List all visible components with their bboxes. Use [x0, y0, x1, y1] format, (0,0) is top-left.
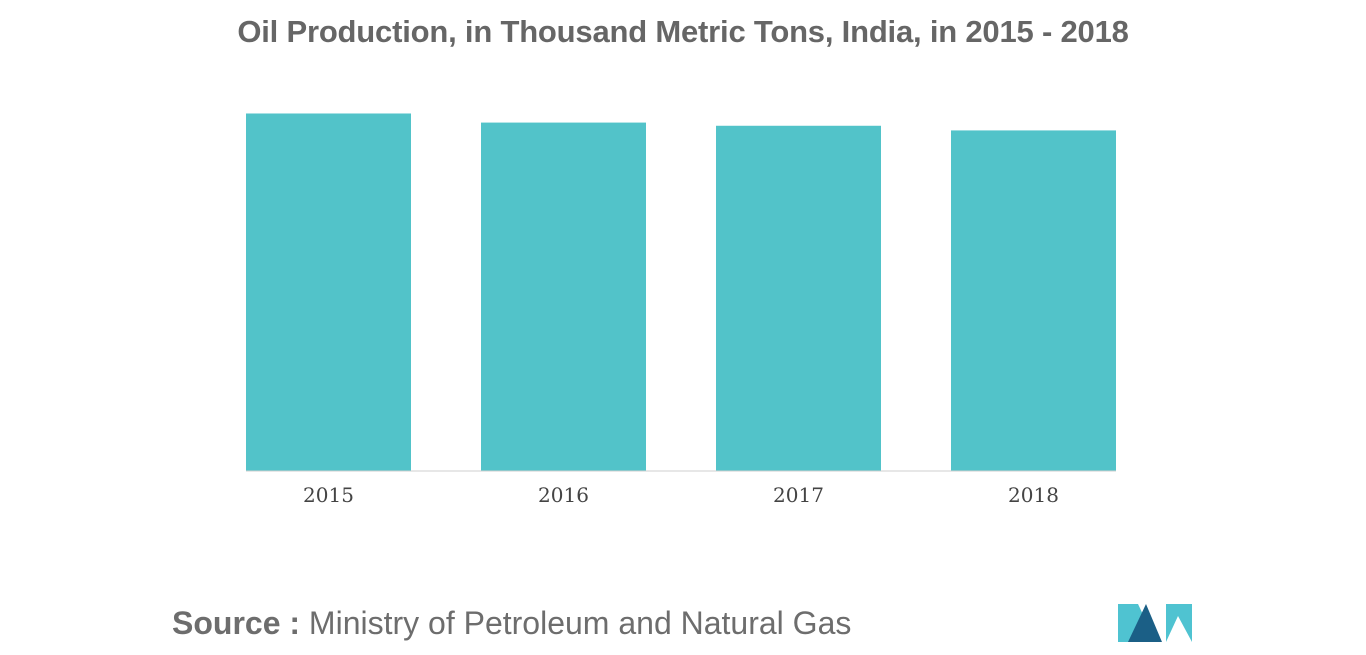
- source-text: Ministry of Petroleum and Natural Gas: [308, 605, 852, 641]
- bar-2016: [481, 122, 646, 471]
- x-tick-labels: 2015 2016 2017 2018: [303, 483, 1059, 507]
- bar-chart: 2015 2016 2017 2018: [246, 113, 1116, 507]
- x-tick-label-2015: 2015: [303, 483, 354, 507]
- logo-middle-shape: [1128, 604, 1162, 642]
- bar-2018: [951, 130, 1116, 472]
- source-label: Source :: [172, 605, 301, 641]
- chart-title: Oil Production, in Thousand Metric Tons,…: [237, 14, 1129, 49]
- source-note: Source : Ministry of Petroleum and Natur…: [172, 605, 851, 642]
- mordor-intelligence-logo-icon: [1118, 604, 1192, 642]
- bars-group: [246, 113, 1116, 472]
- x-tick-label-2016: 2016: [538, 483, 589, 507]
- bar-2017: [716, 125, 881, 472]
- x-tick-label-2017: 2017: [773, 483, 824, 507]
- x-tick-label-2018: 2018: [1008, 483, 1059, 507]
- logo-right-shape: [1166, 604, 1192, 642]
- bar-2015: [246, 113, 411, 472]
